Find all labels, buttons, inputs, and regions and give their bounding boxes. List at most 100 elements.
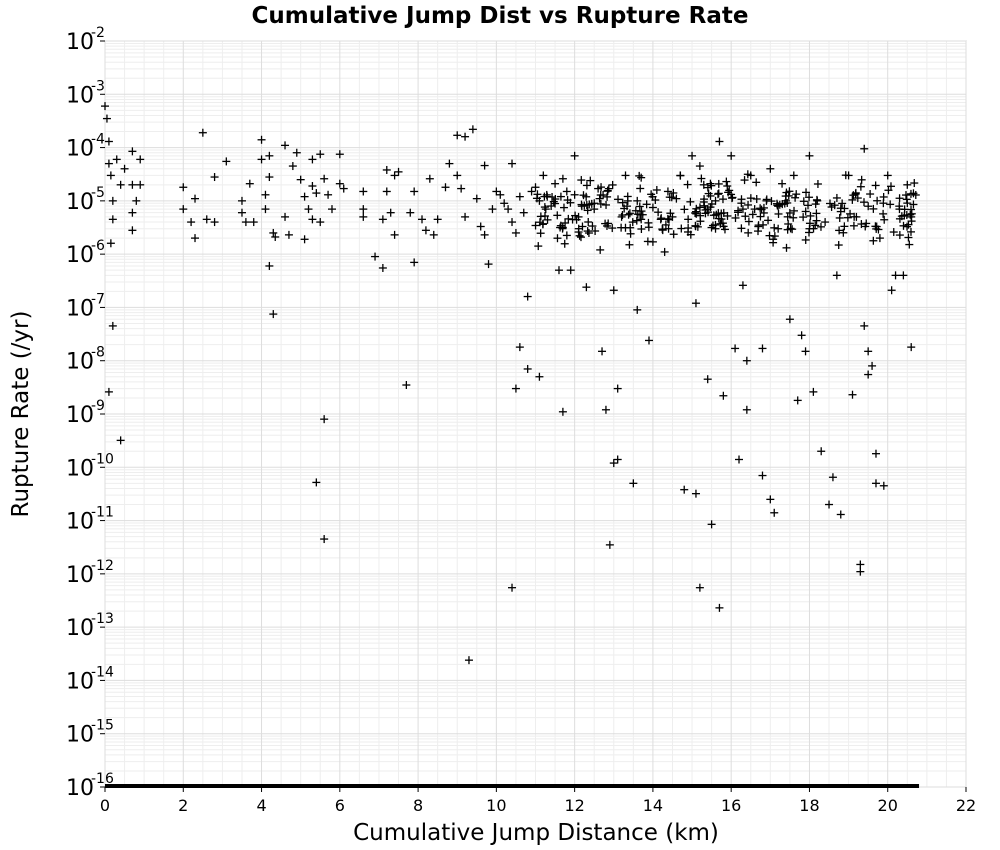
data-point — [816, 222, 825, 231]
y-tick-exponent: -15 — [91, 718, 114, 734]
data-point — [531, 183, 540, 192]
data-point — [797, 331, 806, 340]
data-point — [719, 391, 728, 400]
data-point — [907, 217, 916, 226]
data-point — [869, 204, 878, 213]
data-point — [907, 343, 916, 352]
y-tick-exponent: -11 — [91, 505, 114, 521]
data-point — [813, 179, 822, 188]
data-point — [445, 159, 454, 168]
data-point — [136, 155, 145, 164]
data-point — [511, 384, 520, 393]
data-point — [737, 199, 746, 208]
data-point — [576, 233, 585, 242]
data-point — [265, 261, 274, 270]
data-point — [737, 224, 746, 233]
x-tick-label: 22 — [956, 796, 976, 815]
data-point — [821, 218, 830, 227]
data-point — [128, 208, 137, 217]
data-point — [677, 224, 686, 233]
data-point — [179, 205, 188, 214]
data-point — [856, 567, 865, 576]
data-point — [691, 489, 700, 498]
y-tick-exponent: -10 — [91, 451, 114, 467]
data-point — [561, 218, 570, 227]
y-tick-exponent: -7 — [91, 291, 105, 307]
data-point — [895, 194, 904, 203]
data-point — [382, 187, 391, 196]
data-point — [686, 197, 695, 206]
data-point — [731, 344, 740, 353]
data-point — [766, 495, 775, 504]
data-point — [743, 170, 752, 179]
data-point — [636, 210, 645, 219]
data-point — [613, 384, 622, 393]
data-point — [628, 218, 637, 227]
data-point — [864, 347, 873, 356]
data-point — [700, 201, 709, 210]
data-point — [102, 114, 111, 123]
data-point — [731, 213, 740, 222]
data-point — [633, 196, 642, 205]
data-point — [519, 208, 528, 217]
data-point — [746, 194, 755, 203]
y-tick-label: 10 — [66, 616, 94, 641]
data-point — [441, 183, 450, 192]
data-point — [316, 218, 325, 227]
data-point — [864, 370, 873, 379]
data-point — [886, 200, 895, 209]
data-point — [210, 173, 219, 182]
data-point — [801, 235, 810, 244]
data-point — [562, 231, 571, 240]
data-point — [841, 171, 850, 180]
data-point — [738, 281, 747, 290]
data-point — [676, 171, 685, 180]
data-point — [769, 238, 778, 247]
data-point — [889, 228, 898, 237]
data-point — [651, 196, 660, 205]
data-point — [316, 150, 325, 159]
x-tick-label: 20 — [878, 796, 898, 815]
y-axis-ticks: 10-210-310-410-510-610-710-810-910-1010-… — [66, 25, 114, 801]
data-point — [265, 173, 274, 182]
data-point — [812, 216, 821, 225]
data-point — [308, 215, 317, 224]
data-point — [566, 266, 575, 275]
data-point — [633, 305, 642, 314]
data-point — [418, 215, 427, 224]
data-point — [608, 180, 617, 189]
data-point — [608, 224, 617, 233]
data-point — [707, 200, 716, 209]
y-tick-label: 10 — [66, 403, 94, 428]
data-point — [715, 137, 724, 146]
data-point — [632, 216, 641, 225]
data-point — [879, 209, 888, 218]
data-point — [210, 218, 219, 227]
data-point — [840, 222, 849, 231]
data-point — [335, 179, 344, 188]
data-point — [906, 227, 915, 236]
data-point — [241, 218, 250, 227]
data-point — [714, 189, 723, 198]
data-point — [657, 214, 666, 223]
data-point — [308, 182, 317, 191]
y-tick-exponent: -2 — [91, 25, 105, 41]
data-point — [642, 200, 651, 209]
data-point — [378, 215, 387, 224]
data-point — [120, 164, 129, 173]
data-point — [543, 215, 552, 224]
data-point — [848, 390, 857, 399]
data-point — [300, 235, 309, 244]
data-point — [707, 520, 716, 529]
data-point — [799, 197, 808, 206]
data-point — [104, 137, 113, 146]
data-point — [568, 215, 577, 224]
data-point — [106, 171, 115, 180]
data-point — [108, 196, 117, 205]
data-point — [660, 247, 669, 256]
data-point — [508, 218, 517, 227]
data-point — [480, 230, 489, 239]
data-point — [540, 192, 549, 201]
data-point — [390, 171, 399, 180]
data-point — [588, 222, 597, 231]
